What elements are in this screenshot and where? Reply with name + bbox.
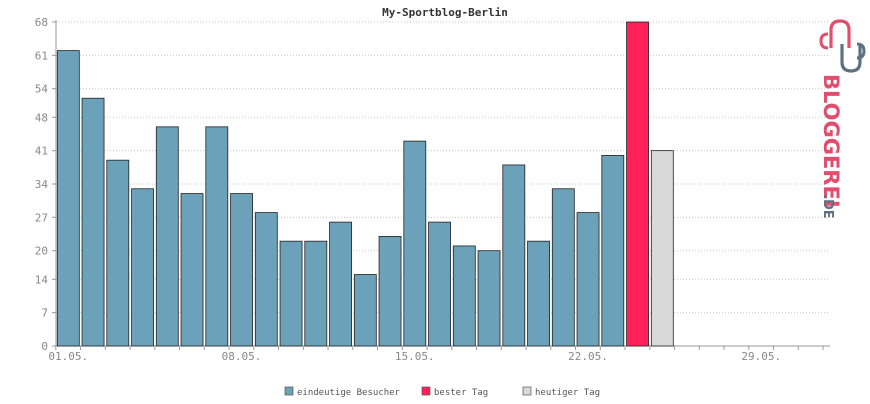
bar — [601, 155, 625, 347]
logo-icon — [819, 19, 866, 73]
y-tick-label: 68 — [35, 16, 48, 29]
legend: eindeutige Besucher bester Tag heutiger Ta… — [284, 386, 600, 398]
bar — [551, 188, 575, 347]
bar — [527, 240, 550, 347]
bar — [56, 50, 80, 347]
x-tick-label: 15.05. — [395, 350, 435, 363]
y-tick-label: 7 — [41, 307, 48, 320]
x-tick-label: 01.05. — [48, 350, 88, 363]
x-tick-label: 22.05. — [568, 350, 608, 363]
bar — [626, 21, 649, 347]
bar — [477, 250, 501, 347]
legend-swatch — [421, 386, 431, 396]
y-tick-label: 27 — [35, 211, 48, 224]
y-tick-label: 34 — [35, 178, 49, 191]
chart-title: My-Sportblog-Berlin — [382, 6, 508, 19]
legend-label: heutiger Tag — [535, 388, 600, 398]
legend-swatch — [522, 386, 532, 396]
y-tick-label: 41 — [35, 145, 48, 158]
y-tick-label: 48 — [35, 111, 48, 124]
svg-text:.DE: .DE — [820, 194, 835, 219]
bar — [205, 126, 229, 347]
x-tick-label: 29.05. — [741, 350, 781, 363]
bar — [304, 240, 328, 347]
y-tick-label: 0 — [41, 340, 48, 353]
bloggerei-logo: BLOGGEREI .DE — [819, 19, 866, 219]
legend-label: eindeutige Besucher — [297, 388, 401, 398]
bar — [106, 159, 130, 347]
bars — [56, 21, 674, 347]
bar — [329, 221, 352, 347]
bar — [279, 240, 303, 347]
bar — [502, 164, 526, 347]
bar — [353, 274, 377, 347]
logo-wordmark: BLOGGEREI .DE — [819, 74, 843, 219]
bar — [576, 212, 600, 347]
bar — [452, 245, 476, 347]
bar — [428, 221, 451, 347]
y-tick-label: 20 — [35, 245, 48, 258]
tick-labels: 0 7 14 20 27 34 41 48 54 61 68 01.05. 08.05. 15.05. 22… — [35, 16, 781, 363]
bar — [403, 140, 427, 347]
legend-label: bester Tag — [434, 388, 488, 398]
bar — [650, 150, 674, 347]
bar — [131, 188, 154, 347]
legend-swatch — [284, 386, 294, 396]
bar — [155, 126, 179, 347]
y-tick-label: 14 — [35, 273, 49, 286]
y-tick-label: 54 — [35, 83, 49, 96]
bar — [180, 193, 204, 347]
bar — [378, 236, 402, 347]
bar — [81, 97, 105, 347]
bar — [230, 193, 253, 347]
y-tick-label: 61 — [35, 49, 48, 62]
bar — [254, 212, 278, 347]
svg-text:BLOGGEREI: BLOGGEREI — [819, 74, 843, 208]
x-tick-label: 08.05. — [222, 350, 262, 363]
